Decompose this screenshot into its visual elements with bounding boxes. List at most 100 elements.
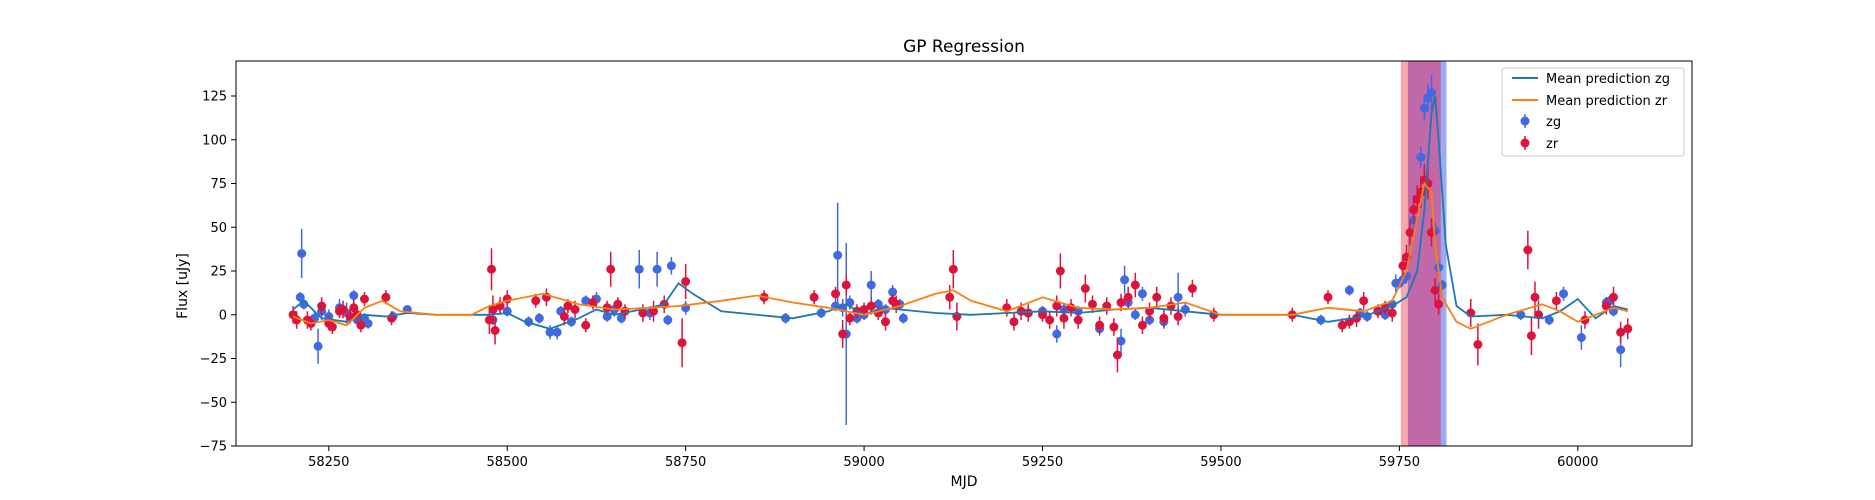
- data-point: [1052, 301, 1062, 311]
- data-point: [1116, 298, 1126, 307]
- data-point: [613, 299, 623, 309]
- data-point: [1180, 305, 1190, 314]
- data-point: [581, 296, 591, 306]
- data-point: [1120, 275, 1130, 285]
- y-tick-label: 25: [210, 265, 227, 280]
- data-point: [1559, 289, 1569, 299]
- data-point: [1038, 310, 1048, 320]
- y-tick-label: 75: [210, 177, 227, 192]
- data-point: [1416, 152, 1426, 162]
- y-axis-label: Flux [uJy]: [175, 253, 191, 319]
- y-tick-label: 125: [202, 90, 227, 105]
- data-point: [1137, 320, 1147, 330]
- plot-frame: [235, 60, 1693, 447]
- shaded-region: [1407, 61, 1441, 446]
- legend-swatch-zg: [1520, 116, 1530, 126]
- data-point: [652, 264, 662, 274]
- data-point: [1145, 306, 1155, 316]
- plot-data: [288, 75, 1633, 425]
- y-tick-label: 50: [210, 221, 227, 236]
- data-point: [338, 305, 348, 314]
- data-point: [1337, 320, 1347, 330]
- x-axis-label: MJD: [951, 474, 978, 490]
- legend-label-zg: zg: [1546, 115, 1561, 130]
- y-tick-label: −75: [200, 440, 227, 455]
- data-point: [1116, 336, 1126, 346]
- y-tick-label: −25: [200, 352, 227, 367]
- data-point: [545, 327, 555, 337]
- data-point: [873, 299, 883, 309]
- data-point: [1323, 292, 1333, 302]
- data-point: [487, 264, 497, 274]
- data-point: [484, 315, 494, 325]
- data-point: [1405, 228, 1415, 237]
- data-point: [1473, 340, 1483, 349]
- data-point: [1523, 245, 1533, 255]
- data-point: [1087, 299, 1097, 309]
- data-point: [1080, 284, 1090, 293]
- data-point: [1409, 205, 1419, 215]
- data-point: [1430, 285, 1440, 295]
- legend-swatch-zr: [1520, 138, 1530, 148]
- data-point: [1344, 285, 1354, 295]
- data-point: [531, 296, 541, 306]
- data-point: [888, 287, 898, 297]
- data-point: [559, 312, 569, 321]
- data-point: [1173, 292, 1183, 302]
- x-tick-label: 58500: [487, 455, 528, 470]
- data-point: [1551, 296, 1561, 306]
- y-tick-label: 0: [219, 308, 227, 323]
- legend: Mean prediction zg Mean prediction zr zg…: [1501, 67, 1685, 157]
- data-point: [831, 289, 841, 299]
- data-point: [666, 261, 676, 271]
- data-point: [588, 298, 598, 307]
- data-point: [297, 249, 307, 258]
- data-point: [606, 264, 616, 274]
- data-point: [677, 338, 687, 348]
- data-point: [1623, 324, 1633, 334]
- data-point: [1123, 292, 1133, 302]
- data-point: [1055, 266, 1065, 276]
- data-point: [1419, 103, 1429, 113]
- data-point: [488, 305, 498, 314]
- data-point: [1137, 289, 1147, 299]
- data-point: [1016, 306, 1026, 316]
- legend-label-mean-zg: Mean prediction zg: [1546, 72, 1670, 87]
- data-point: [359, 294, 369, 304]
- data-point: [638, 308, 648, 318]
- data-point: [841, 280, 851, 290]
- data-point: [1112, 350, 1122, 360]
- data-point: [616, 313, 626, 323]
- legend-label-mean-zr: Mean prediction zr: [1546, 94, 1668, 109]
- data-point: [1437, 280, 1447, 290]
- data-point: [1398, 261, 1408, 271]
- data-point: [1152, 292, 1162, 302]
- x-tick-label: 59250: [1022, 455, 1063, 470]
- legend-label-zr: zr: [1546, 137, 1559, 152]
- data-point: [356, 320, 366, 330]
- data-point: [859, 305, 869, 314]
- x-tick-label: 59750: [1379, 455, 1420, 470]
- data-point: [1426, 88, 1436, 97]
- data-point: [833, 250, 843, 260]
- data-point: [490, 326, 500, 335]
- series-line: [292, 181, 1629, 330]
- data-point: [1387, 308, 1397, 318]
- data-point: [313, 341, 323, 351]
- data-point: [1412, 194, 1422, 204]
- data-point: [317, 301, 327, 311]
- data-point: [1073, 315, 1083, 325]
- data-point: [634, 264, 644, 274]
- y-tick-label: 100: [202, 133, 227, 148]
- x-tick-label: 59000: [843, 455, 884, 470]
- data-point: [349, 303, 359, 313]
- data-point: [1059, 313, 1069, 323]
- data-point: [866, 301, 876, 311]
- x-tick-label: 59500: [1200, 455, 1241, 470]
- data-point: [1045, 315, 1055, 325]
- data-point: [1109, 322, 1119, 332]
- x-tick-label: 58750: [665, 455, 706, 470]
- data-point: [945, 292, 955, 302]
- data-point: [1159, 313, 1169, 323]
- data-point: [552, 327, 562, 337]
